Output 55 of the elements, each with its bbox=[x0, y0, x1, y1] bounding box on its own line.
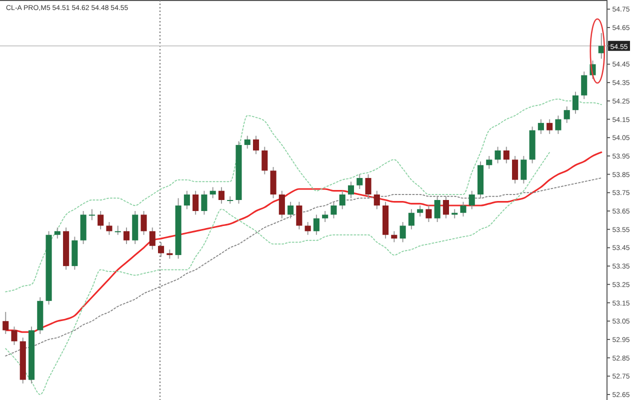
candlestick bbox=[166, 249, 173, 260]
candlestick bbox=[581, 71, 588, 100]
candlestick bbox=[538, 118, 544, 134]
candlestick bbox=[2, 311, 9, 334]
candlestick bbox=[555, 115, 562, 134]
candlestick bbox=[98, 210, 104, 230]
candlestick bbox=[158, 242, 164, 258]
candlestick bbox=[123, 227, 130, 245]
candlestick bbox=[486, 155, 492, 170]
candlestick bbox=[356, 174, 363, 190]
candlestick bbox=[434, 196, 440, 223]
candlestick bbox=[201, 190, 208, 216]
candlestick bbox=[288, 201, 294, 219]
candlestick bbox=[391, 230, 398, 243]
candlestick bbox=[520, 155, 527, 184]
candlestick bbox=[296, 201, 302, 230]
candlestick bbox=[494, 146, 501, 164]
candlestick bbox=[192, 190, 199, 216]
candlestick bbox=[503, 146, 510, 164]
candlestick bbox=[54, 227, 60, 240]
candlestick bbox=[572, 91, 579, 114]
candlestick bbox=[468, 190, 475, 210]
candlestick bbox=[546, 118, 553, 134]
candlestick bbox=[348, 181, 354, 199]
candlestick bbox=[140, 210, 147, 236]
candlestick bbox=[184, 190, 190, 210]
line-series bbox=[5, 177, 602, 356]
candlestick bbox=[313, 214, 320, 236]
candlestick bbox=[426, 205, 432, 223]
candlestick bbox=[106, 222, 112, 236]
candlestick bbox=[88, 208, 95, 221]
candlestick bbox=[564, 106, 570, 124]
candlestick bbox=[11, 326, 18, 346]
candlestick bbox=[244, 135, 250, 150]
candlestick bbox=[330, 201, 337, 219]
candlestick bbox=[270, 166, 276, 199]
line-series bbox=[5, 152, 550, 395]
candlestick bbox=[400, 222, 406, 243]
candlestick bbox=[252, 135, 260, 155]
candlestick bbox=[304, 222, 311, 236]
candlestick bbox=[374, 190, 380, 210]
candlestick bbox=[339, 190, 346, 210]
candlestick bbox=[460, 201, 466, 218]
candlestick bbox=[278, 190, 285, 219]
candlestick bbox=[365, 174, 372, 199]
candlestick bbox=[408, 208, 414, 230]
candlestick bbox=[114, 225, 121, 236]
candlestick bbox=[512, 155, 518, 184]
candlestick bbox=[210, 186, 216, 199]
candlestick bbox=[149, 227, 156, 250]
candlestick bbox=[442, 196, 449, 219]
candlestick bbox=[417, 205, 424, 218]
candlestick bbox=[218, 186, 224, 204]
candlestick bbox=[262, 146, 268, 175]
candlestick bbox=[322, 210, 328, 223]
